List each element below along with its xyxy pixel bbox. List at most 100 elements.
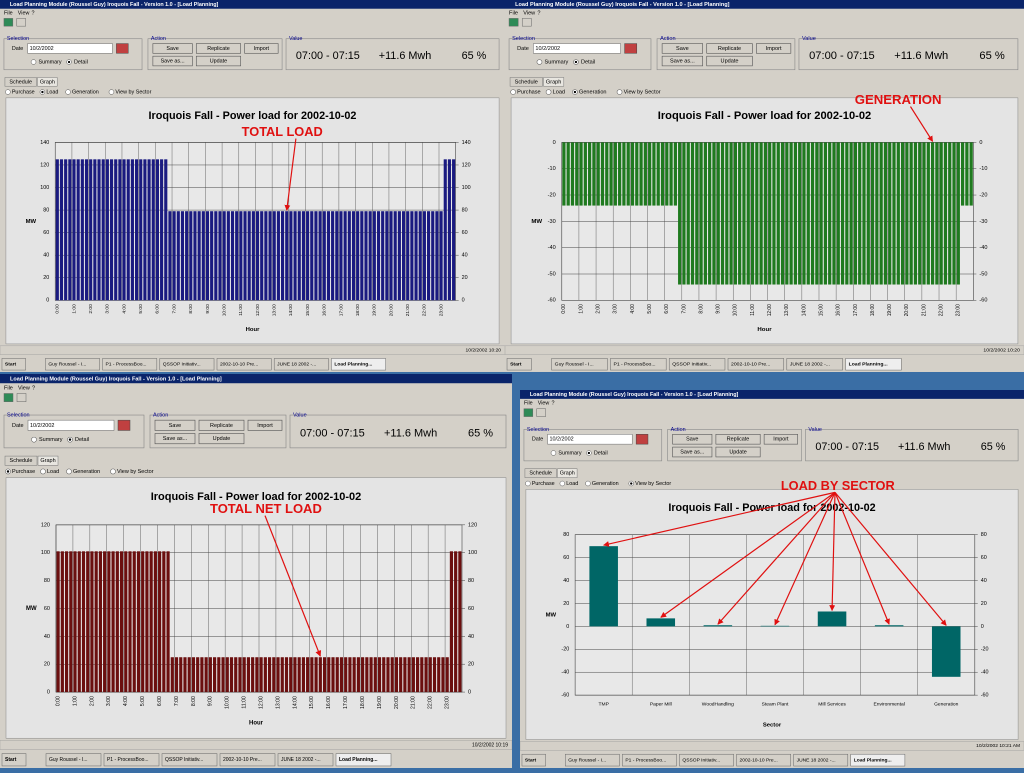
toolbar-button[interactable] — [508, 18, 519, 27]
toolbar-button[interactable] — [536, 408, 546, 417]
radio[interactable] — [31, 436, 37, 443]
tab[interactable] — [524, 468, 557, 478]
taskbar-button[interactable] — [331, 358, 386, 371]
taskbar-button[interactable] — [219, 753, 276, 767]
bar — [153, 551, 157, 693]
toolbar-button[interactable] — [521, 18, 532, 27]
title-bar — [505, 0, 1024, 9]
radio[interactable] — [559, 480, 566, 487]
button[interactable] — [672, 434, 713, 445]
radio[interactable] — [65, 89, 71, 95]
button[interactable] — [247, 419, 283, 431]
toolbar-button[interactable] — [16, 18, 26, 27]
taskbar-button[interactable] — [850, 753, 906, 767]
button[interactable] — [706, 43, 753, 54]
taskbar-button[interactable] — [736, 753, 791, 767]
toolbar-button[interactable] — [3, 393, 14, 402]
taskbar-button[interactable] — [668, 358, 726, 371]
toolbar-button[interactable] — [523, 408, 534, 417]
radio[interactable] — [30, 59, 37, 65]
button[interactable] — [672, 446, 713, 458]
button[interactable] — [154, 419, 196, 431]
taskbar-button[interactable] — [1, 358, 26, 371]
button[interactable] — [715, 434, 761, 445]
button[interactable] — [154, 433, 196, 445]
taskbar-button[interactable] — [622, 753, 677, 767]
tab[interactable] — [543, 77, 565, 87]
taskbar-button[interactable] — [786, 358, 843, 371]
radio[interactable] — [40, 468, 46, 475]
taskbar-button[interactable] — [161, 753, 218, 767]
calendar-button[interactable] — [117, 419, 131, 431]
calendar-button[interactable] — [116, 43, 129, 54]
tab[interactable] — [509, 77, 543, 87]
button[interactable] — [195, 55, 241, 67]
taskbar-button[interactable] — [1, 753, 27, 767]
button[interactable] — [756, 43, 792, 54]
taskbar-button[interactable] — [103, 753, 160, 767]
button[interactable] — [198, 433, 245, 445]
taskbar-button[interactable] — [506, 358, 532, 371]
date-input[interactable] — [27, 43, 113, 54]
bar — [874, 625, 904, 627]
radio[interactable] — [536, 59, 543, 65]
annotation-arrow — [264, 515, 322, 657]
button[interactable] — [195, 43, 241, 54]
tab[interactable] — [4, 455, 38, 466]
taskbar-button[interactable] — [793, 753, 849, 767]
button[interactable] — [152, 43, 193, 54]
date-input[interactable] — [533, 43, 621, 54]
taskbar-button[interactable] — [45, 358, 100, 371]
bar — [729, 142, 733, 285]
taskbar-button[interactable] — [679, 753, 734, 767]
toolbar-button[interactable] — [16, 393, 27, 402]
radio[interactable] — [545, 89, 552, 95]
button[interactable] — [152, 55, 193, 67]
button[interactable] — [763, 434, 798, 445]
calendar-button[interactable] — [624, 43, 638, 54]
radio[interactable] — [585, 480, 591, 487]
x-tick-label: Environmental — [873, 701, 904, 707]
taskbar-button[interactable] — [610, 358, 667, 371]
tab[interactable] — [4, 77, 37, 87]
taskbar-button[interactable] — [273, 358, 329, 371]
menu-item: ? — [552, 401, 555, 407]
tab[interactable] — [37, 77, 58, 87]
taskbar-button[interactable] — [521, 753, 546, 767]
date-input[interactable] — [547, 434, 633, 445]
date-input[interactable] — [27, 419, 115, 431]
taskbar-button[interactable] — [551, 358, 608, 371]
button[interactable] — [244, 43, 279, 54]
radio-dot — [587, 451, 591, 455]
radio[interactable] — [5, 89, 11, 95]
bar — [183, 657, 187, 693]
radio[interactable] — [110, 468, 116, 475]
button[interactable] — [198, 419, 245, 431]
y2-tick-label: 80 — [981, 532, 987, 538]
button[interactable] — [661, 43, 703, 54]
toolbar-button[interactable] — [3, 18, 14, 27]
taskbar-button[interactable] — [102, 358, 158, 371]
calendar-button[interactable] — [635, 434, 649, 445]
radio[interactable] — [550, 450, 557, 456]
radio[interactable] — [66, 468, 72, 475]
radio[interactable] — [616, 89, 623, 95]
taskbar-button[interactable] — [845, 358, 902, 371]
button[interactable] — [706, 55, 753, 67]
radio[interactable] — [525, 480, 531, 487]
annotation-arrow — [717, 491, 836, 625]
radio[interactable] — [108, 89, 115, 95]
taskbar-button[interactable] — [565, 753, 620, 767]
taskbar-button[interactable] — [159, 358, 215, 371]
button[interactable] — [661, 55, 703, 67]
radio[interactable] — [510, 89, 516, 95]
taskbar-button[interactable] — [277, 753, 334, 767]
button[interactable] — [715, 446, 761, 458]
taskbar-button[interactable] — [216, 358, 272, 371]
taskbar-button[interactable] — [727, 358, 785, 371]
tab[interactable] — [37, 455, 59, 466]
bar — [406, 211, 410, 301]
taskbar-button[interactable] — [45, 753, 102, 767]
taskbar-button[interactable] — [335, 753, 392, 767]
tab[interactable] — [557, 468, 578, 478]
